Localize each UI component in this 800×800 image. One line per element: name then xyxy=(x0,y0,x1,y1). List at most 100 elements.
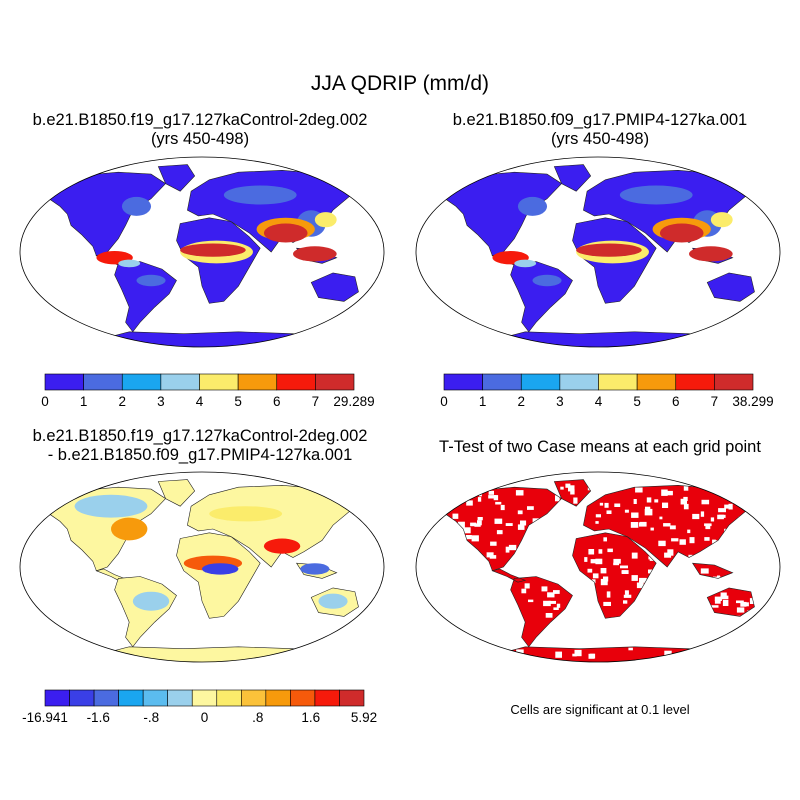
nonsignificant-cell xyxy=(718,508,726,513)
pmip4-colorbar-swatch xyxy=(714,373,754,391)
japan-rain xyxy=(710,212,733,228)
nonsignificant-cell xyxy=(477,517,483,521)
control-colorbar-swatch xyxy=(199,373,239,391)
nonsignificant-cell xyxy=(628,647,633,651)
control-colorbar-tick-label: 2 xyxy=(119,394,127,409)
nonsignificant-cell xyxy=(465,535,472,540)
nonsignificant-cell xyxy=(547,592,555,598)
nonsignificant-cell xyxy=(701,499,710,505)
east-north-america-rain xyxy=(517,196,548,216)
gulf-of-guinea-drying xyxy=(202,563,239,575)
nonsignificant-cell xyxy=(574,649,582,657)
japan-rain xyxy=(314,212,337,228)
nonsignificant-cell xyxy=(508,544,517,551)
nonsignificant-cell xyxy=(689,537,695,544)
nonsignificant-cell xyxy=(572,653,577,657)
nonsignificant-cell xyxy=(573,497,578,504)
difference-colorbar-tick-label: 0 xyxy=(201,710,209,725)
nonsignificant-cell xyxy=(752,597,760,604)
coastline-africa xyxy=(572,532,657,619)
pmip4-colorbar: 0 1 2 3 4 5 6 7 38.299 xyxy=(440,373,774,409)
maritime-continent-rain xyxy=(293,246,337,262)
nonsignificant-cell xyxy=(477,520,482,526)
pmip4-rain-bands xyxy=(492,185,733,287)
nonsignificant-cell xyxy=(541,586,548,592)
nonsignificant-cell xyxy=(675,555,680,560)
nonsignificant-cell xyxy=(486,552,494,558)
nonsignificant-cell xyxy=(649,556,656,561)
nonsignificant-cell xyxy=(639,577,647,583)
nonsignificant-cell xyxy=(738,516,745,520)
nonsignificant-cell xyxy=(666,490,673,496)
difference-map xyxy=(19,471,385,663)
difference-colorbar-swatch xyxy=(216,689,242,707)
difference-title-line1: b.e21.B1850.f19_g17.127kaControl-2deg.00… xyxy=(32,427,368,445)
nonsignificant-cell xyxy=(669,525,676,530)
nonsignificant-cell xyxy=(478,490,482,497)
nonsignificant-cell xyxy=(613,558,621,564)
difference-colorbar: -16.941 -1.6 -.8 0 .8 1.6 5.92 xyxy=(22,689,377,725)
difference-colorbar-tick-label: 1.6 xyxy=(301,710,320,725)
east-us-wetting xyxy=(111,517,148,541)
control-map xyxy=(19,156,385,348)
nonsignificant-cell xyxy=(683,486,689,491)
control-colorbar-tick-label: 0 xyxy=(41,394,49,409)
coastline-australia xyxy=(706,587,755,617)
pmip4-colorbar-swatch xyxy=(443,373,483,391)
pmip4-colorbar-tick-label: 5 xyxy=(633,394,641,409)
south-america-drying xyxy=(132,591,170,611)
control-title-line2: (yrs 450-498) xyxy=(150,130,250,148)
landmass-greenland xyxy=(157,479,196,507)
pmip4-colorbar-tick-label: 38.299 xyxy=(732,394,773,409)
difference-colorbar-swatch xyxy=(118,689,144,707)
nonsignificant-cell xyxy=(740,601,747,607)
nonsignificant-cell xyxy=(599,502,604,506)
nonsignificant-cell xyxy=(543,600,551,607)
control-colorbar-tick-label: 29.289 xyxy=(333,394,374,409)
ttest-map-border xyxy=(415,471,781,663)
landmass-greenland xyxy=(553,164,592,192)
control-colorbar-tick-label: 5 xyxy=(234,394,242,409)
difference-panel-title: b.e21.B1850.f19_g17.127kaControl-2deg.00… xyxy=(0,427,400,465)
nonsignificant-cell xyxy=(714,600,721,604)
nonsignificant-cell xyxy=(600,568,607,574)
difference-colorbar-swatch xyxy=(93,689,119,707)
nonsignificant-cell xyxy=(667,549,674,556)
pmip4-title-line2: (yrs 450-498) xyxy=(550,130,650,148)
nonsignificant-cell xyxy=(631,552,638,559)
nonsignificant-cell xyxy=(463,527,471,534)
coastline-southAmerica xyxy=(510,576,573,648)
nonsignificant-cell xyxy=(528,599,534,603)
nonsignificant-cell xyxy=(687,529,691,534)
nonsignificant-cell xyxy=(639,521,647,527)
difference-colorbar-swatch xyxy=(265,689,291,707)
nonsignificant-cell xyxy=(644,580,650,584)
nonsignificant-cell xyxy=(590,559,599,564)
nonsignificant-cell xyxy=(736,615,745,619)
pmip4-colorbar-swatch xyxy=(520,373,561,391)
nonsignificant-cell xyxy=(500,504,505,511)
australia-drying xyxy=(318,593,348,609)
nonsignificant-cell xyxy=(595,558,603,565)
nonsignificant-cell xyxy=(725,490,730,495)
pmip4-colorbar-tick-label: 7 xyxy=(711,394,719,409)
landmass-antarctica xyxy=(488,331,727,347)
pmip4-colorbar-swatch xyxy=(559,373,599,391)
nonsignificant-cell xyxy=(654,499,659,503)
nonsignificant-cell xyxy=(527,506,534,510)
eurasia-wetting xyxy=(209,506,283,522)
difference-colorbar-swatch xyxy=(69,689,95,707)
pmip4-colorbar-swatch xyxy=(598,373,638,391)
landmass-eurasia xyxy=(187,484,356,568)
control-colorbar-tick-label: 3 xyxy=(157,394,165,409)
nonsignificant-cell xyxy=(713,543,717,547)
control-rain-bands xyxy=(96,185,337,287)
nonsignificant-cell xyxy=(606,591,611,598)
control-colorbar: 0 1 2 3 4 5 6 7 29.289 xyxy=(41,373,375,409)
nonsignificant-cell xyxy=(450,505,454,509)
nonsignificant-cell xyxy=(720,592,727,598)
control-title-line1: b.e21.B1850.f19_g17.127kaControl-2deg.00… xyxy=(32,111,368,129)
coastline-antarctica xyxy=(488,646,727,662)
nonsignificant-cell xyxy=(604,502,609,508)
control-map-border xyxy=(19,156,385,348)
